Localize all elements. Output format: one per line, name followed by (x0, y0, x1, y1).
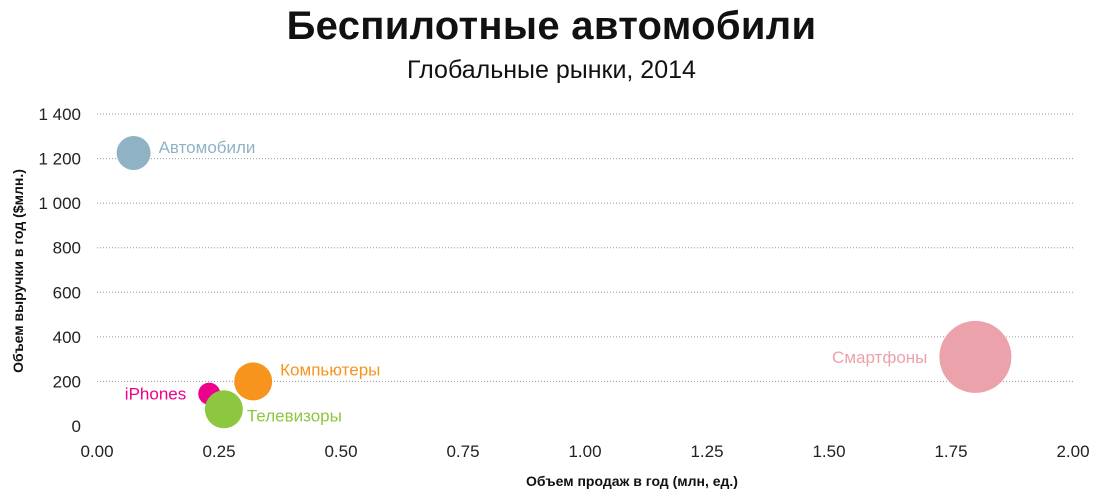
y-tick-label: 1 000 (38, 194, 81, 213)
bubble-label: Компьютеры (280, 360, 380, 379)
bubble-label: iPhones (125, 385, 186, 404)
y-tick-label: 600 (53, 283, 81, 302)
x-axis-title: Объем продаж в год (млн, ед.) (526, 473, 738, 489)
x-tick-label: 0.25 (202, 442, 235, 461)
x-tick-label: 0.75 (446, 442, 479, 461)
x-tick-label: 1.75 (934, 442, 967, 461)
chart-title: Беспилотные автомобили (286, 4, 817, 48)
y-tick-label: 1 400 (38, 105, 81, 124)
y-tick-label: 200 (53, 372, 81, 391)
bubble (116, 136, 151, 170)
x-tick-label: 0.50 (324, 442, 357, 461)
bubbles (116, 136, 1012, 429)
y-tick-label: 0 (72, 417, 81, 436)
x-tick-label: 2.00 (1056, 442, 1089, 461)
bubble (939, 320, 1012, 393)
x-tick-label: 1.50 (812, 442, 845, 461)
y-axis-title: Объем выручки в год ($млн.) (10, 169, 26, 373)
x-axis-ticks: 0.00 0.25 0.50 0.75 1.00 1.25 1.50 1.75 2.00 (80, 442, 1089, 461)
chart-subtitle: Глобальные рынки, 2014 (407, 56, 696, 84)
bubble (204, 390, 243, 429)
y-tick-label: 1 200 (38, 150, 81, 169)
y-tick-label: 800 (53, 239, 81, 258)
x-tick-label: 1.25 (690, 442, 723, 461)
x-tick-label: 0.00 (80, 442, 113, 461)
y-tick-label: 400 (53, 328, 81, 347)
y-axis-ticks: 0 200 400 600 800 1 000 1 200 1 400 (38, 105, 81, 436)
bubble-labels: Автомобили Смартфоны Компьютеры iPhones Теле… (125, 138, 928, 425)
bubble-label: Смартфоны (832, 348, 927, 367)
bubble (234, 362, 273, 401)
bubble-label: Телевизоры (247, 406, 342, 425)
bubble-label: Автомобили (159, 138, 256, 157)
x-tick-label: 1.00 (568, 442, 601, 461)
